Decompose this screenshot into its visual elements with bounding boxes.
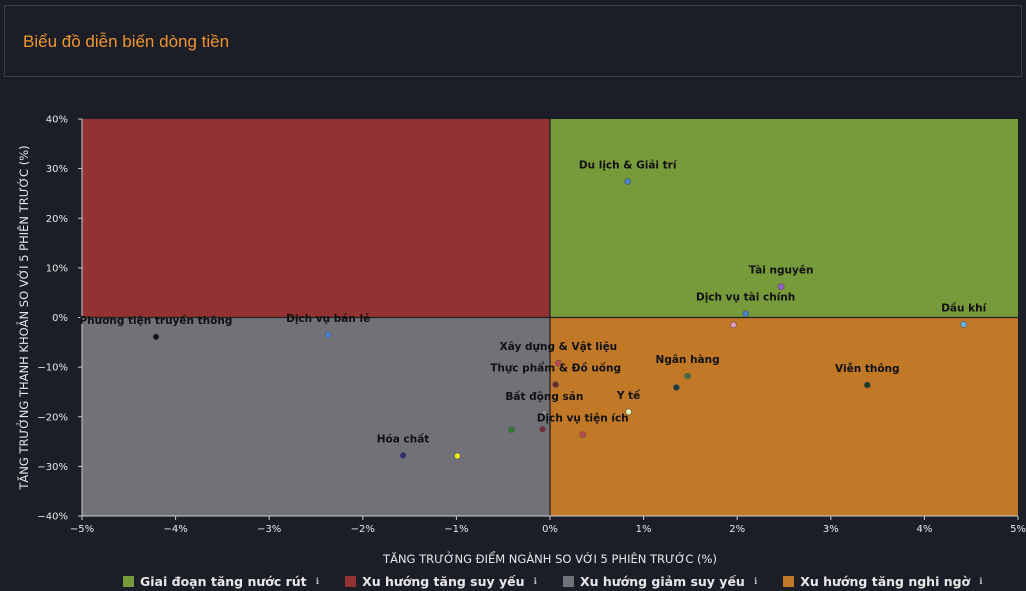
data-point — [673, 384, 680, 391]
y-tick-label: −30% — [37, 462, 68, 473]
data-point — [324, 331, 332, 339]
data-point — [508, 426, 515, 433]
data-point-label: Tài nguyên — [749, 265, 814, 277]
x-tick-label: −2% — [351, 524, 375, 535]
x-tick-label: −4% — [163, 524, 187, 535]
quadrant-2 — [82, 317, 550, 516]
legend-label: Giai đoạn tăng nước rút — [140, 574, 307, 589]
y-axis-title: TĂNG TRƯỞNG THANH KHOẢN SO VỚI 5 PHIÊN T… — [15, 145, 31, 490]
legend-item-tang-nuoc-rut[interactable]: Giai đoạn tăng nước rút ℹ — [123, 574, 319, 589]
data-point — [960, 321, 968, 328]
data-point — [624, 178, 631, 185]
data-point — [539, 425, 546, 433]
info-icon[interactable]: ℹ — [979, 576, 983, 587]
x-tick-label: 5% — [1010, 524, 1026, 535]
y-tick-label: 0% — [52, 313, 68, 324]
info-icon[interactable]: ℹ — [315, 576, 320, 587]
legend-swatch — [562, 576, 574, 587]
data-point — [579, 431, 587, 438]
legend-swatch — [783, 576, 795, 587]
quadrant-0 — [550, 119, 1018, 318]
data-point-label: Dầu khí — [941, 302, 987, 314]
chart-header: Biểu đồ diễn biến dòng tiền — [4, 5, 1022, 77]
y-tick-label: −10% — [37, 363, 68, 374]
x-tick-label: 1% — [636, 524, 652, 535]
y-tick-label: −40% — [37, 512, 68, 523]
quadrant-3 — [550, 317, 1018, 516]
data-point — [454, 452, 461, 460]
x-tick-label: 4% — [916, 524, 932, 535]
y-tick-label: 10% — [46, 263, 68, 274]
data-point-label: Dịch vụ tài chính — [696, 292, 795, 304]
data-point — [552, 381, 559, 388]
x-tick-label: 3% — [823, 524, 839, 535]
legend-item-tang-suy-yeu[interactable]: Xu hướng tăng suy yếu ℹ — [345, 574, 537, 589]
info-icon[interactable]: ℹ — [533, 576, 537, 587]
x-tick-label: −5% — [70, 524, 94, 535]
data-point — [399, 452, 407, 459]
data-point — [742, 310, 749, 317]
data-point-label: Dịch vụ bán lẻ — [286, 313, 370, 325]
data-point-label: Ngân hàng — [656, 354, 720, 366]
y-tick-label: −20% — [37, 412, 68, 423]
legend-swatch — [345, 576, 357, 587]
legend-item-tang-nghi-ngo[interactable]: Xu hướng tăng nghi ngờ ℹ — [783, 574, 983, 589]
y-tick-label: 20% — [46, 214, 68, 225]
x-axis-title: TĂNG TRƯỞNG ĐIỂM NGÀNH SO VỚI 5 PHIÊN TR… — [382, 550, 717, 566]
data-point-label: Xây dựng & Vật liệu — [500, 341, 618, 353]
data-point-label: Hóa chất — [377, 432, 430, 445]
legend-item-giam-suy-yeu[interactable]: Xu hướng giảm suy yếu ℹ — [562, 574, 758, 589]
data-point — [864, 381, 871, 389]
data-point-label: Y tế — [616, 389, 641, 402]
legend-label: Xu hướng tăng nghi ngờ — [800, 574, 971, 589]
data-point — [625, 408, 632, 416]
data-point-label: Dịch vụ tiện ích — [537, 413, 629, 425]
legend-label: Xu hướng tăng suy yếu — [362, 574, 525, 589]
x-tick-label: 2% — [729, 524, 745, 535]
y-tick-label: 30% — [46, 164, 68, 175]
data-point-label: Phương tiện truyền thông — [80, 314, 233, 327]
data-point — [730, 321, 737, 329]
data-point — [777, 283, 785, 291]
legend-label: Xu hướng giảm suy yếu — [579, 574, 745, 589]
page-title: Biểu đồ diễn biến dòng tiền — [23, 32, 230, 51]
data-point-label: Du lịch & Giải trí — [579, 160, 678, 172]
legend-swatch — [123, 576, 134, 587]
y-tick-label: 40% — [46, 115, 68, 126]
chart-legend: Giai đoạn tăng nước rút ℹ Xu hướng tăng … — [123, 574, 1009, 589]
data-point-label: Thực phẩm & Đồ uống — [490, 361, 621, 374]
quadrant-1 — [82, 119, 550, 318]
data-point — [541, 409, 548, 417]
data-point-label: Viễn thông — [835, 362, 900, 375]
data-point — [152, 333, 160, 341]
x-tick-label: −3% — [257, 524, 281, 535]
data-point-label: Bất động sản — [505, 390, 583, 403]
x-tick-label: 0% — [542, 524, 558, 535]
x-tick-label: −1% — [444, 524, 468, 535]
info-icon[interactable]: ℹ — [753, 576, 758, 587]
data-point — [555, 359, 562, 367]
data-point — [684, 372, 691, 380]
